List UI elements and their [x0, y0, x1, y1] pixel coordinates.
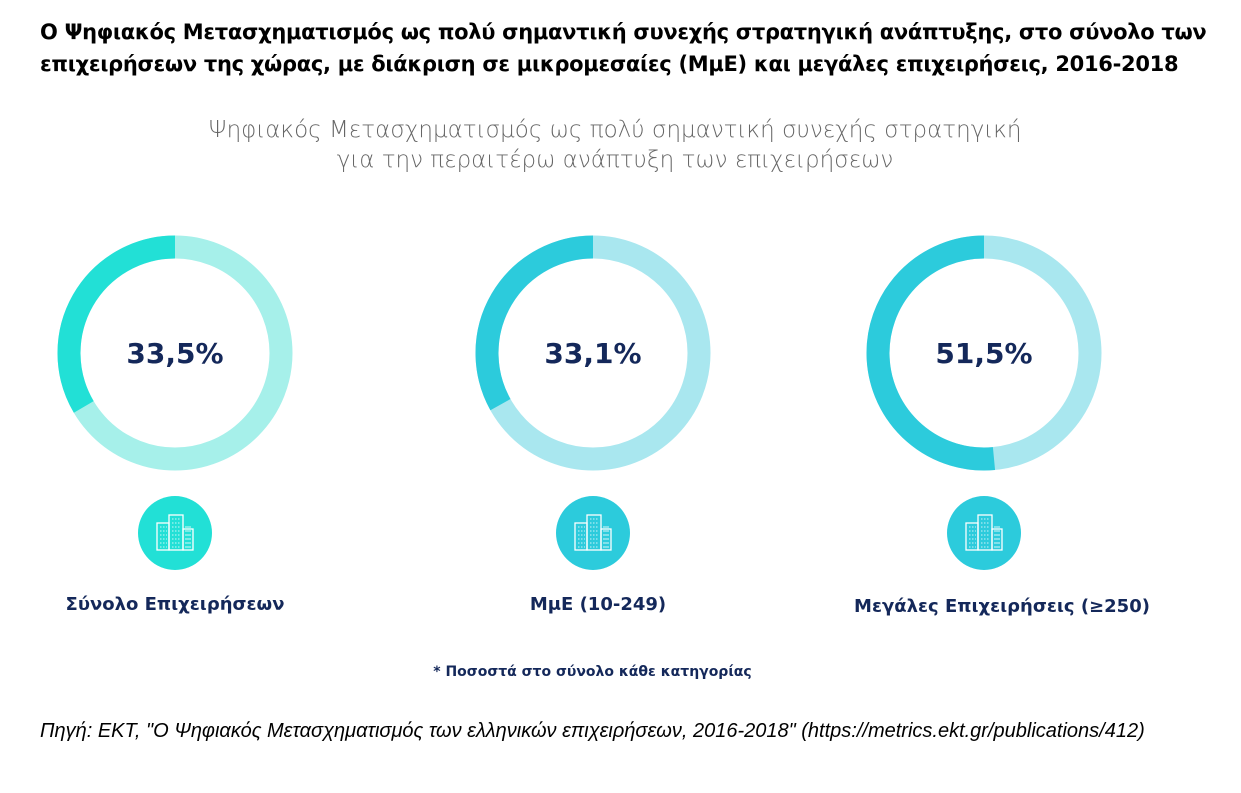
footnote: * Ποσοστά στο σύνολο κάθε κατηγορίας [433, 664, 752, 680]
donut-value-arc [475, 235, 594, 411]
donut-value-label: 51,5% [935, 337, 1032, 370]
donut-value-arc [57, 235, 176, 413]
buildings-icon [556, 496, 630, 570]
buildings-icon [138, 496, 212, 570]
page-title: Ο Ψηφιακός Μετασχηματισμός ως πολύ σημαν… [40, 20, 1207, 76]
donut-value-arc [866, 235, 996, 471]
label-sme: ΜμΕ (10-249) [529, 594, 667, 615]
donut-0: 33,5% [57, 235, 293, 570]
source-text: Πηγή: ΕΚΤ, "Ο Ψηφιακός Μετασχηματισμός τ… [40, 720, 1145, 742]
buildings-icon [947, 496, 1021, 570]
label-total: Σύνολο Επιχειρήσεων [65, 594, 285, 615]
subtitle-line-1: Ψηφιακός Μετασχηματισμός ως πολύ σημαντι… [208, 117, 1022, 143]
donut-1: 33,1% [475, 235, 711, 570]
donut-value-label: 33,5% [126, 337, 223, 370]
subtitle-line-2: για την περαιτέρω ανάπτυξη των επιχειρήσ… [336, 147, 894, 173]
chart-subtitle: Ψηφιακός Μετασχηματισμός ως πολύ σημαντι… [0, 115, 1230, 175]
donut-2: 51,5% [866, 235, 1102, 570]
donut-value-label: 33,1% [544, 337, 641, 370]
label-large: Μεγάλες Επιχειρήσεις (≥250) [854, 596, 1150, 617]
